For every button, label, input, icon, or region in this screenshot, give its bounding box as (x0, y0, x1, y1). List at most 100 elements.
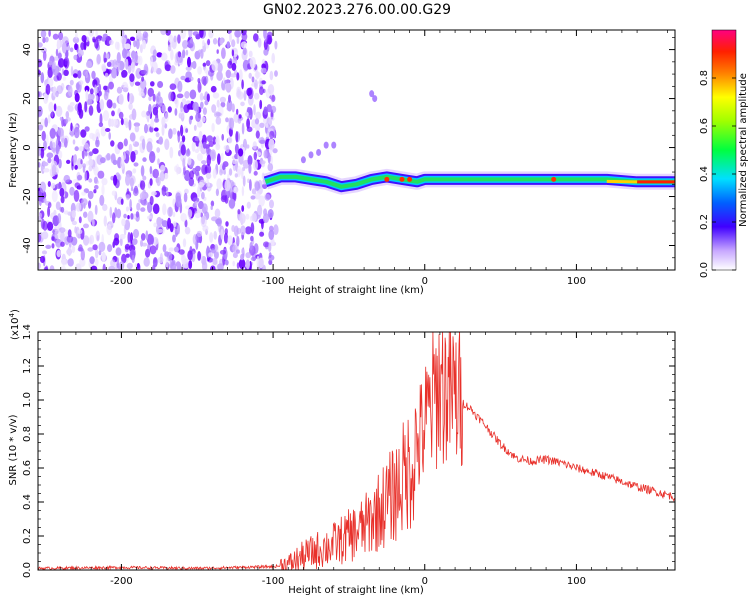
noise-blob (159, 252, 163, 263)
noise-blob (111, 67, 118, 79)
noise-blob (59, 187, 65, 197)
noise-blob (212, 136, 217, 145)
noise-blob (47, 181, 51, 187)
noise-blob (55, 201, 61, 210)
noise-blob (253, 243, 259, 254)
noise-blob (107, 244, 113, 253)
noise-blob (267, 31, 273, 38)
noise-blob (47, 221, 54, 231)
noise-blob (133, 228, 139, 239)
noise-blob (43, 197, 47, 204)
noise-blob (87, 210, 94, 223)
noise-blob (209, 232, 214, 243)
noise-blob (125, 253, 130, 258)
noise-blob (122, 48, 127, 59)
x-tick-label: -200 (110, 576, 133, 587)
noise-blob (55, 90, 59, 98)
noise-blob (60, 231, 65, 242)
noise-blob (195, 165, 201, 172)
noise-blob (127, 215, 130, 220)
noise-blob (208, 30, 214, 39)
noise-blob (184, 91, 190, 99)
noise-blob (257, 37, 262, 48)
noise-blob (84, 150, 88, 157)
noise-blob (215, 138, 219, 144)
noise-blob (192, 234, 198, 245)
noise-blob (174, 108, 178, 116)
noise-blob (196, 153, 203, 162)
noise-blob (263, 149, 268, 159)
noise-blob (196, 120, 203, 128)
noise-blob (95, 30, 98, 38)
noise-blob (101, 177, 108, 186)
noise-blob (139, 78, 147, 90)
noise-blob (159, 171, 165, 182)
noise-blob (250, 235, 254, 242)
ridge-hotspot (399, 176, 405, 182)
noise-blob (140, 180, 146, 191)
noise-blob (110, 259, 116, 268)
noise-blob (45, 83, 51, 95)
snr-panel: -200 -100 0 100 0.0 0.2 0.4 0.6 0.8 1.0 1.2 1.4 Hei… (8, 309, 676, 596)
noise-blob (261, 80, 266, 85)
ridge-hotspot (384, 176, 390, 182)
noise-blob (222, 163, 226, 171)
noise-blob (191, 141, 196, 152)
noise-blob (162, 244, 167, 253)
noise-blob (93, 176, 98, 184)
noise-blob (269, 130, 275, 139)
noise-blob (197, 251, 202, 261)
noise-blob (83, 223, 89, 229)
noise-blob (231, 39, 236, 48)
noise-blob (166, 190, 169, 197)
noise-blob (39, 181, 46, 193)
x-tick-label: -100 (262, 576, 285, 587)
noise-blob (116, 208, 122, 219)
noise-blob (216, 49, 219, 54)
noise-blob (228, 94, 231, 104)
noise-blob (80, 159, 83, 165)
noise-blob (89, 256, 95, 265)
noise-blob (58, 58, 65, 68)
noise-blob (47, 206, 51, 218)
noise-blob (221, 133, 224, 141)
noise-blob (252, 251, 257, 262)
noise-blob (245, 213, 250, 220)
noise-blob (254, 118, 260, 125)
noise-blob (40, 72, 45, 84)
noise-blob (125, 150, 130, 157)
noise-blob (259, 160, 266, 165)
noise-blob (241, 167, 244, 180)
noise-blob (38, 262, 41, 269)
noise-blob (217, 263, 224, 270)
noise-blob (138, 55, 143, 66)
noise-blob (82, 235, 90, 246)
stray-blob (331, 141, 337, 149)
noise-blob (177, 34, 181, 44)
noise-blob (38, 70, 41, 75)
noise-blob (160, 52, 168, 61)
noise-blob (75, 82, 80, 91)
noise-blob (79, 146, 84, 152)
noise-blob (128, 93, 134, 104)
noise-blob (194, 136, 199, 142)
noise-blob (132, 238, 138, 246)
noise-blob (56, 39, 61, 50)
noise-blob (67, 246, 72, 257)
noise-blob (69, 186, 75, 196)
noise-blob (242, 47, 247, 56)
noise-blob (95, 258, 99, 266)
noise-blob (169, 223, 174, 233)
noise-blob (95, 95, 99, 102)
noise-blob (114, 233, 120, 241)
noise-blob (40, 147, 45, 159)
noise-blob (227, 136, 233, 144)
noise-blob (254, 192, 261, 200)
noise-blob (49, 141, 53, 150)
noise-blob (221, 47, 226, 60)
noise-blob (113, 174, 118, 186)
noise-blob (228, 127, 233, 137)
noise-blob (101, 184, 105, 196)
noise-blob (69, 79, 74, 86)
